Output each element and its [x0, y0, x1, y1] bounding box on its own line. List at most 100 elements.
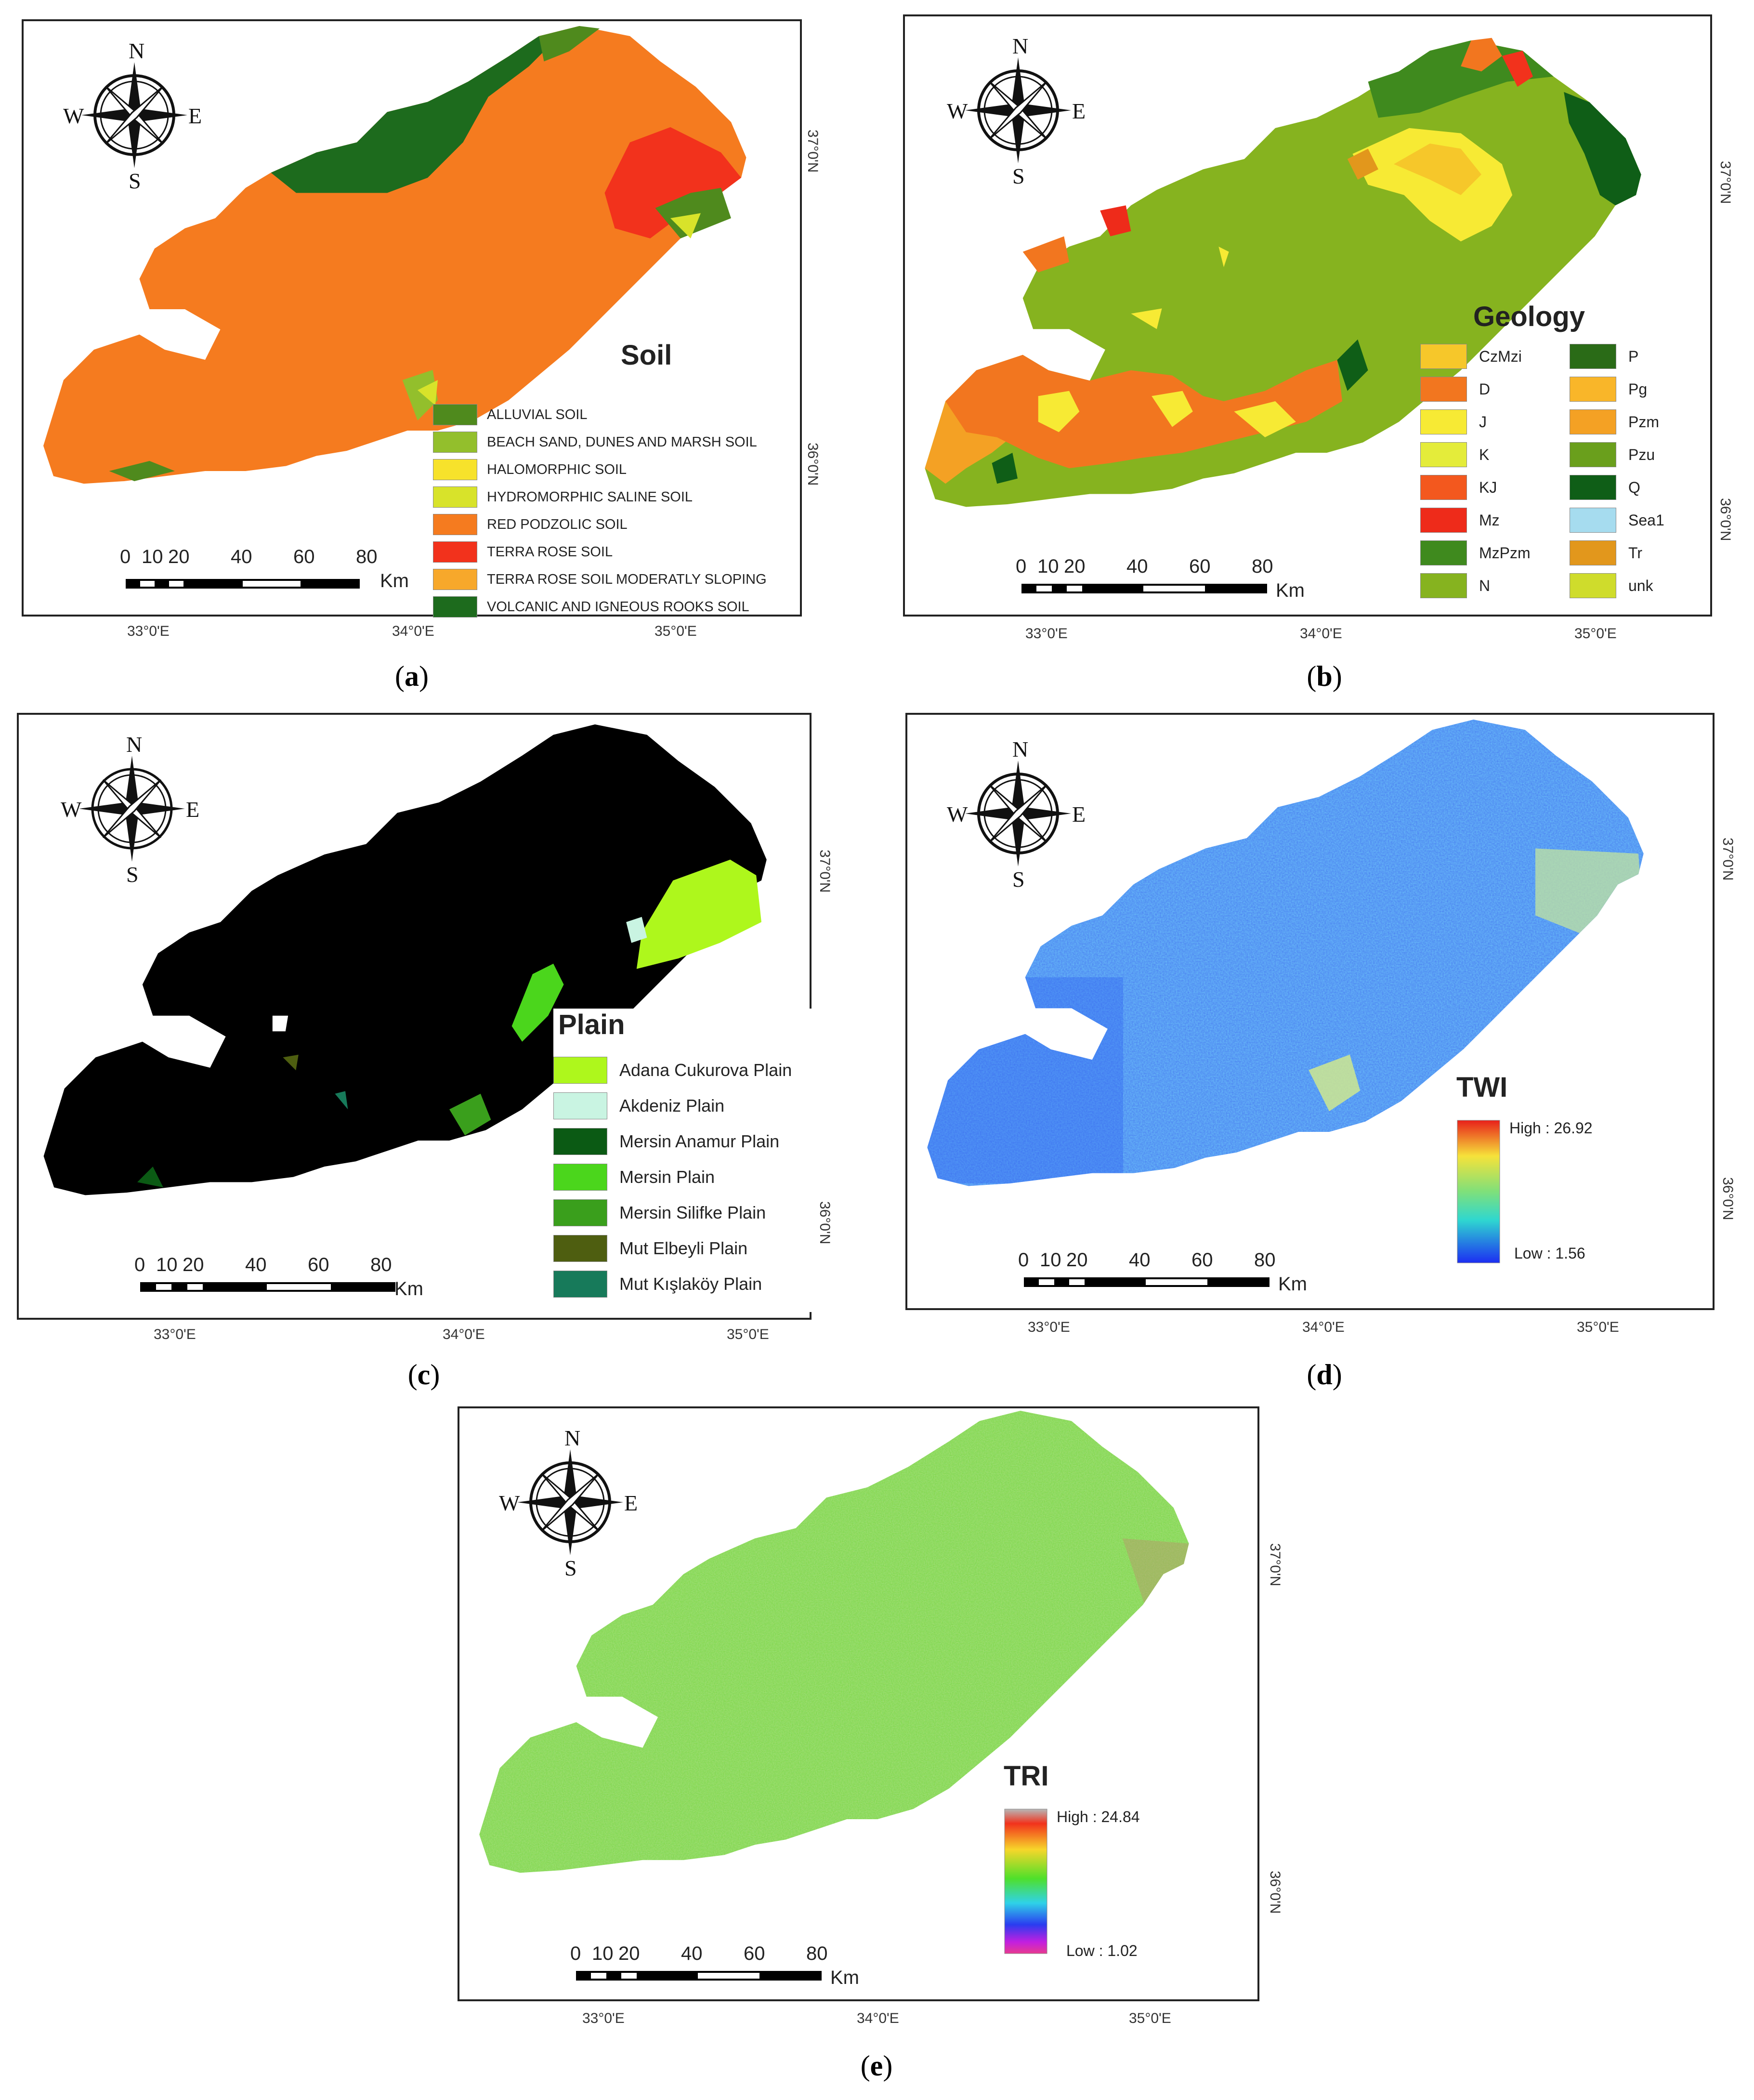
scalebar [575, 1938, 912, 1996]
legend-item: RED PODZOLIC SOIL [433, 514, 628, 535]
legend-item: Akdeniz Plain [553, 1092, 724, 1119]
legend-label: J [1479, 413, 1487, 431]
geology-q-area [1564, 92, 1641, 206]
legend-item: K [1420, 442, 1489, 467]
caption-e: (e) [860, 2050, 893, 2082]
longitude-tick-label: 35°0'E [654, 623, 697, 639]
legend-swatch [1420, 573, 1467, 598]
plain-mersin-anamur [137, 1167, 163, 1188]
caption-b: (b) [1307, 660, 1342, 692]
legend-label: Mersin Plain [619, 1167, 715, 1187]
legend-swatch [433, 514, 477, 535]
legend-swatch [433, 569, 477, 590]
legend-label: Sea1 [1628, 511, 1664, 529]
legend-item: unk [1570, 573, 1653, 598]
plain-legend: Plain Adana Cukurova Plain Akdeniz Plain M… [553, 1009, 813, 1312]
legend-swatch [1420, 377, 1467, 402]
legend-item: Tr [1570, 540, 1642, 565]
legend-item: Adana Cukurova Plain [553, 1057, 792, 1084]
legend-item: Mut Elbeyli Plain [553, 1235, 747, 1262]
scalebar-tick-label: 0 [120, 546, 131, 567]
compass-west: W [61, 797, 82, 822]
compass-east: E [1072, 99, 1086, 123]
legend-swatch [1420, 475, 1467, 500]
compass-rose: N S E W [947, 737, 1086, 892]
scalebar-tick-label: 80 [1254, 1249, 1276, 1271]
scalebar-tick-label: 60 [1191, 1249, 1213, 1271]
legend-item: Mut Kışlaköy Plain [553, 1271, 762, 1298]
compass-rose: N S E W [947, 34, 1086, 188]
panel-b-geology-map: N S E W Geology CzMzi D J K KJ Mz MzPzm N P Pg Pzm… [903, 14, 1733, 642]
tri-high-label: High : 24.84 [1057, 1808, 1140, 1825]
legend-swatch [433, 432, 477, 453]
compass-west: W [947, 99, 968, 123]
legend-label: K [1479, 446, 1490, 463]
compass-east: E [188, 104, 202, 128]
plain-mut-elbeyli [283, 1054, 299, 1071]
scalebar-tick-label: 60 [308, 1254, 329, 1275]
soil-terra-rose-area [604, 127, 741, 238]
legend-label: N [1479, 577, 1491, 594]
scalebar [1021, 551, 1358, 609]
scalebar-tick-label: 0 [570, 1943, 581, 1964]
scalebar-graphic [140, 1282, 395, 1292]
scalebar-tick-label: 20 [168, 546, 190, 567]
legend-item: N [1420, 573, 1490, 598]
longitude-tick-label: 35°0'E [1574, 626, 1617, 642]
scalebar-tick-label: 80 [356, 546, 378, 567]
longitude-tick-label: 34°0'E [443, 1326, 485, 1342]
compass-east: E [1072, 802, 1086, 827]
geology-legend: Geology CzMzi D J K KJ Mz MzPzm N P Pg Pzm Pzu Q Sea1… [1420, 301, 1709, 628]
legend-swatch [1570, 377, 1616, 402]
legend-label: D [1479, 380, 1491, 398]
legend-label: Mut Kışlaköy Plain [619, 1274, 762, 1294]
caption-a: (a) [395, 660, 429, 692]
legend-item: P [1570, 344, 1638, 369]
legend-title: Soil [621, 340, 672, 371]
scalebar-tick-label: 40 [245, 1254, 267, 1275]
legend-swatch [553, 1128, 607, 1155]
legend-item: Pzm [1570, 409, 1659, 434]
legend-label: Adana Cukurova Plain [619, 1060, 792, 1080]
legend-label: HALOMORPHIC SOIL [487, 461, 627, 477]
legend-swatch [1570, 475, 1616, 500]
latitude-tick-label: 36°0'N [817, 1201, 833, 1245]
longitude-tick-label: 33°0'E [1028, 1319, 1070, 1335]
legend-item: BEACH SAND, DUNES AND MARSH SOIL [433, 432, 757, 453]
scalebar-graphic [1021, 584, 1267, 593]
tri-legend: TRI High : 24.84 Low : 1.02 [1004, 1760, 1244, 1962]
twi-color-ramp [1457, 1120, 1500, 1263]
legend-swatch [1420, 442, 1467, 467]
compass-north: N [129, 39, 145, 63]
compass-east: E [186, 797, 200, 822]
longitude-tick-label: 33°0'E [154, 1326, 196, 1342]
scalebar [139, 1249, 476, 1307]
legend-label: Mz [1479, 511, 1500, 529]
legend-swatch [1570, 508, 1616, 533]
legend-label: BEACH SAND, DUNES AND MARSH SOIL [487, 434, 757, 450]
legend-item: Mersin Anamur Plain [553, 1128, 779, 1155]
legend-swatch [553, 1164, 607, 1191]
compass-rose-icon [79, 756, 185, 862]
longitude-tick-label: 34°0'E [1300, 626, 1342, 642]
scalebar-unit: Km [394, 1278, 423, 1299]
twi-map-canvas [927, 720, 1644, 1186]
scalebar-tick-label: 80 [1252, 556, 1273, 577]
longitude-tick-label: 35°0'E [727, 1326, 769, 1342]
scalebar-tick-label: 20 [1066, 1249, 1088, 1271]
compass-north: N [564, 1426, 581, 1450]
caption-d: (d) [1307, 1359, 1342, 1391]
scalebar-tick-label: 10 [1037, 556, 1059, 577]
legend-swatch [1570, 344, 1616, 369]
scalebar-tick-label: 40 [1126, 556, 1148, 577]
legend-label: TERRA ROSE SOIL MODERATLY SLOPING [487, 571, 767, 587]
scalebar-unit: Km [380, 570, 409, 591]
legend-swatch [1420, 344, 1467, 369]
soil-volcanic-area [271, 36, 559, 193]
legend-item: Sea1 [1570, 508, 1664, 533]
legend-item: Mersin Silifke Plain [553, 1199, 766, 1226]
latitude-tick-label: 36°0'N [805, 443, 821, 486]
scalebar-unit: Km [830, 1967, 859, 1988]
twi-legend: TWI High : 26.92 Low : 1.56 [1456, 1071, 1697, 1273]
legend-item: TERRA ROSE SOIL MODERATLY SLOPING [433, 569, 767, 590]
